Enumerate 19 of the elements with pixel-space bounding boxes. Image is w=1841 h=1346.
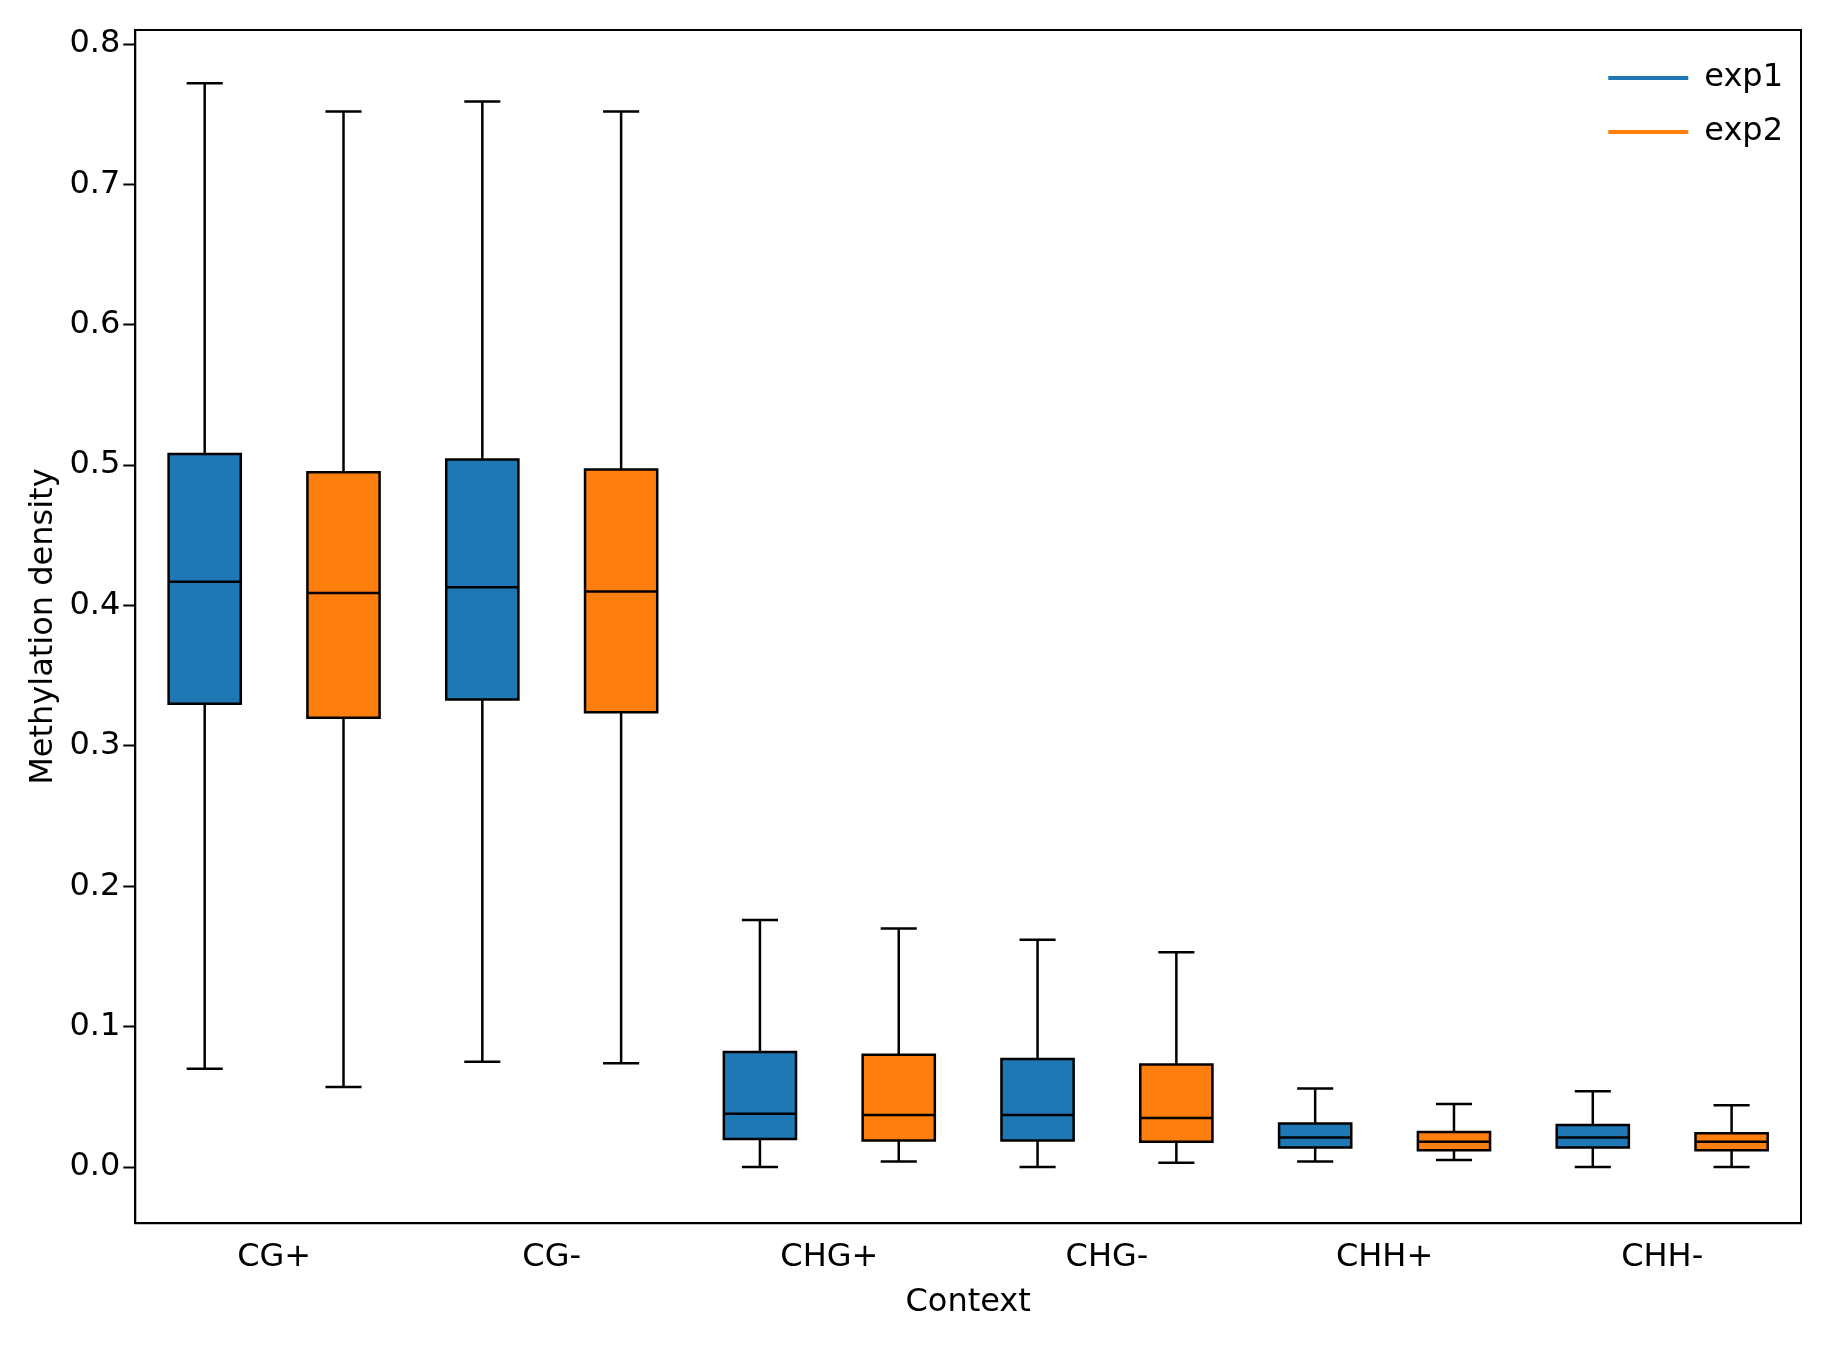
x-axis-title: Context [905,1281,1031,1320]
legend-label: exp2 [1704,110,1783,149]
legend-label: exp1 [1704,56,1783,95]
x-tick-label: CHH- [1621,1235,1704,1274]
y-tick-label: 0.3 [69,724,121,763]
x-tick-label: CHH+ [1335,1235,1434,1274]
y-axis-title: Methylation density [21,468,60,785]
y-tick-label: 0.4 [69,583,121,622]
y-tick-label: 0.1 [69,1004,121,1043]
y-tick-label: 0.0 [69,1145,121,1184]
x-tick-label: CHG- [1065,1235,1149,1274]
x-tick-label: CG+ [237,1235,312,1274]
x-tick-label: CG- [522,1235,582,1274]
y-tick-label: 0.7 [69,162,121,201]
x-tick-label: CHG+ [780,1235,879,1274]
y-tick-label: 0.2 [69,864,121,903]
y-tick-label: 0.6 [69,303,121,342]
y-tick-label: 0.8 [69,22,121,61]
y-tick-label: 0.5 [69,443,121,482]
